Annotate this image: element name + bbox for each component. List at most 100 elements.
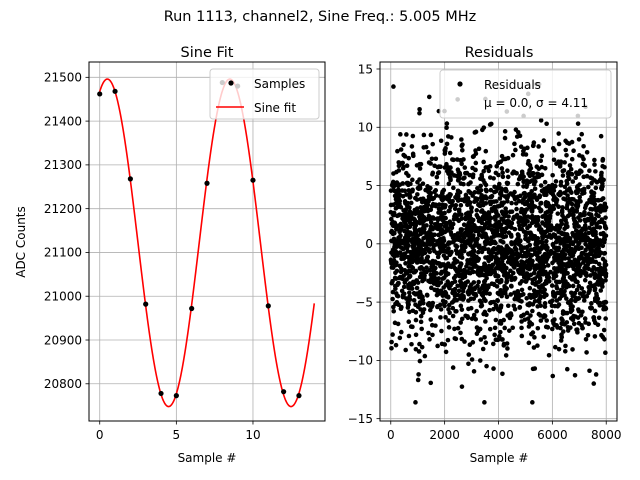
residual-point [459,384,465,389]
residual-point [436,276,442,281]
residual-point [528,313,533,318]
residual-point [602,223,608,229]
residual-point [406,173,411,178]
sine-fit-line [98,78,316,408]
residual-point [569,201,575,207]
residual-point [603,305,608,311]
residual-point [443,314,448,320]
residual-point [591,271,596,277]
residual-point [509,200,514,206]
residual-point [474,325,480,330]
sample-point [204,180,210,186]
residual-point [552,344,558,350]
residual-point [592,298,598,304]
residual-point [454,157,460,162]
residual-point [446,307,451,312]
residual-point [419,255,424,261]
residual-point [472,190,478,195]
residual-point [458,203,464,208]
residuals-points-layer [388,81,609,405]
residual-point [521,174,526,179]
residual-point [495,337,501,343]
residual-point [434,180,440,186]
sample-point [265,303,271,309]
residual-point [481,125,487,130]
residual-point [470,257,475,262]
residual-point [443,299,448,305]
residual-point [534,197,540,203]
residual-point [446,241,452,246]
residual-point [432,275,438,281]
residual-point [430,141,436,147]
residual-point [456,175,461,181]
residual-point [471,248,477,253]
residual-point [586,184,591,190]
residual-point [410,177,415,183]
residual-point [438,138,444,144]
residual-point [444,141,450,147]
residual-point [533,293,539,299]
legend-residuals-label: Residuals [484,78,541,92]
residual-point [513,147,518,153]
residual-point [569,156,575,162]
residual-point [542,165,548,171]
residual-point [570,283,576,289]
residual-point [487,326,493,332]
residual-point [452,206,458,212]
residual-point [460,272,465,277]
residual-point [450,198,455,204]
residual-point [500,262,505,267]
residual-point [469,357,475,362]
residual-point [393,262,399,268]
residual-point [436,251,442,256]
residual-point [593,185,599,191]
residual-point [499,187,505,192]
residual-point [494,211,499,216]
residual-point [483,234,488,240]
residual-point [583,233,588,238]
residual-point [499,153,505,159]
residual-point [575,259,580,264]
residual-point [406,182,411,188]
residual-point [546,352,552,358]
residual-point [597,274,602,280]
residual-point [461,222,467,227]
residual-point [417,186,423,191]
residual-point [536,279,542,285]
residual-point [417,358,423,364]
residual-point [596,315,602,321]
residual-point [534,263,539,269]
residual-point [581,227,586,232]
residual-point [599,268,605,274]
residual-point [418,161,424,167]
residual-point [432,163,437,169]
residual-point [505,180,511,186]
residual-point [490,254,495,260]
residual-point [531,288,537,293]
residual-point [579,255,585,261]
residual-point [484,363,489,369]
residual-point [414,197,420,202]
residual-point [589,213,594,219]
residual-point [564,244,570,249]
residual-point [475,283,480,289]
residual-point [512,141,517,147]
residual-point [559,332,564,337]
residual-point [407,273,413,279]
residual-point [546,222,551,227]
residual-point [398,245,404,250]
residual-point [570,304,575,309]
residual-point [497,191,503,197]
residual-point [512,275,518,281]
residual-point [489,227,495,233]
residual-point [420,294,425,300]
sample-point [97,91,103,97]
residual-point [417,166,423,171]
residual-point [579,245,584,251]
residual-point [581,156,586,162]
residual-point [552,292,558,298]
residual-point [426,330,431,336]
residual-point [428,317,434,322]
residual-point [569,307,575,313]
residual-point [582,294,588,299]
